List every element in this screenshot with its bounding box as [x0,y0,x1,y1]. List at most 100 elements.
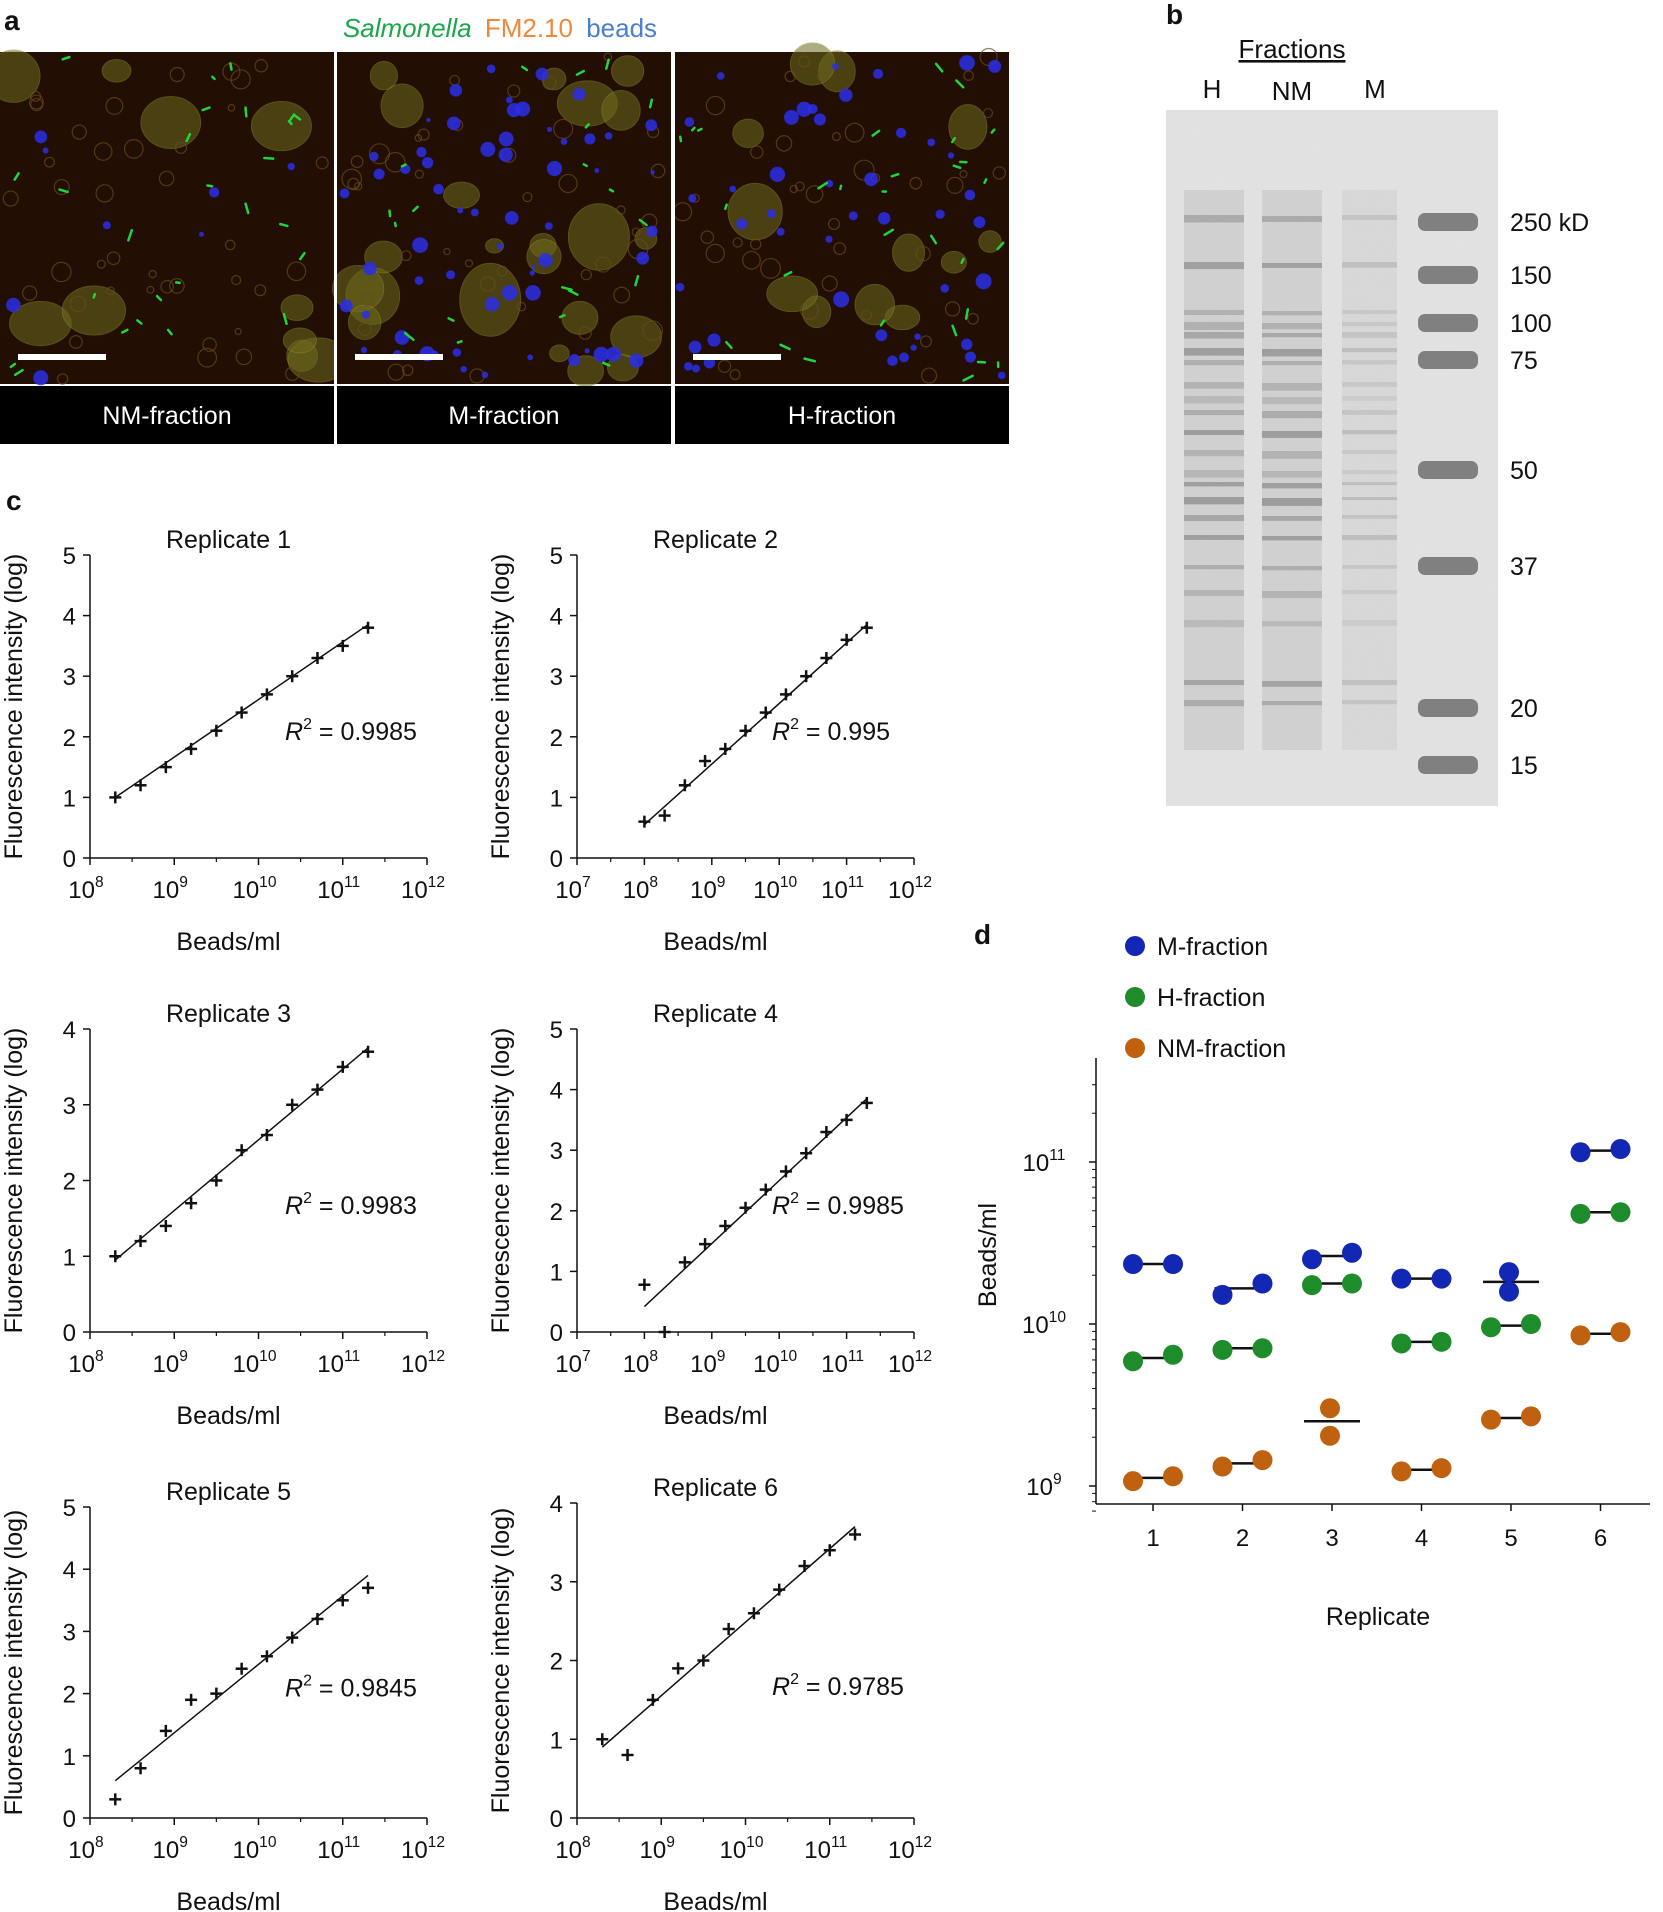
data-point [159,1219,172,1232]
x-tick-label: 1012 [401,874,445,904]
x-tick-label: 1010 [232,1834,276,1864]
y-axis-label: Fluorescence intensity (log) [487,554,515,860]
y-tick-label: 2 [550,725,563,752]
data-point [286,1631,299,1644]
data-point [159,1724,172,1737]
data-point [860,1096,873,1109]
x-tick-label: 1011 [317,874,360,904]
panel-label-c: c [6,485,22,516]
x-tick-label: 109 [153,874,188,904]
data-point [840,633,853,646]
legend-marker [1125,936,1145,956]
y-tick-label: 5 [550,1017,563,1044]
data-point [1431,1331,1452,1352]
y-axis-label: Fluorescence intensity (log) [487,1028,515,1334]
y-axis-label: Beads/ml [974,1203,1002,1307]
y-tick-label: 0 [550,1320,563,1347]
y-tick-label: 3 [550,1570,563,1597]
data-point [260,1129,273,1142]
ladder-band [1418,699,1478,717]
label-bar [675,386,1009,444]
x-axis-label: Beads/ml [663,1402,767,1430]
data-point [678,779,691,792]
y-tick-label: 1 [550,1727,563,1754]
x-tick-label: 5 [1504,1525,1517,1552]
data-point [759,1183,772,1196]
y-tick-label: 2 [63,725,76,752]
ladder-band [1418,756,1478,774]
data-point [1320,1398,1340,1419]
x-tick-label: 1011 [804,1834,847,1864]
legend-label: NM-fraction [1157,1035,1286,1063]
ladder-band [1418,461,1478,479]
y-tick-label: 2 [550,1649,563,1676]
data-point [1499,1281,1519,1302]
gel-image: 250 kD 150 100 75 50 37 20 15 [1166,110,1589,806]
x-axis-label: Beads/ml [663,1888,767,1912]
data-point [210,1687,223,1700]
x-axis-label: Beads/ml [663,928,767,956]
x-tick-label: 1011 [821,1348,864,1378]
data-point [1431,1458,1452,1479]
y-axis-label: Fluorescence intensity (log) [487,1508,515,1814]
y-tick-label: 109 [1026,1471,1061,1501]
scale-bar [355,354,443,360]
r2-annotation: R2 = 0.9985 [285,716,417,746]
chart-title: Replicate 3 [166,1000,291,1028]
x-axis-label: Beads/ml [176,928,280,956]
data-point [109,1793,122,1806]
y-tick-label: 1 [550,785,563,812]
y-tick-label: 2 [63,1169,76,1196]
data-point [697,1654,710,1667]
data-point [286,670,299,683]
x-tick-label: 108 [623,1348,658,1378]
data-point [109,1250,122,1263]
x-tick-label: 109 [640,1834,675,1864]
data-point [849,1528,862,1541]
data-point [1610,1139,1631,1160]
x-tick-label: 107 [555,874,590,904]
label-bar [337,386,671,444]
data-point [235,1662,248,1675]
y-tick-label: 1 [63,1244,76,1271]
data-point [800,1147,813,1160]
x-tick-label: 6 [1594,1525,1607,1552]
panel-label-b: b [1166,0,1183,30]
data-point [159,761,172,774]
panel-label-a: a [4,5,20,36]
y-tick-label: 2 [550,1199,563,1226]
data-point [699,755,712,768]
data-point [311,652,324,665]
ladder-band [1418,557,1478,575]
x-tick-label: 109 [690,874,725,904]
ladder-label: 100 [1510,310,1552,338]
data-point [311,1612,324,1625]
x-tick-label: 1011 [821,874,864,904]
legend-marker [1125,1038,1145,1058]
x-tick-label: 107 [555,1348,590,1378]
data-point [1342,1273,1362,1294]
data-point [1163,1466,1183,1487]
data-point [1521,1314,1541,1334]
x-axis-label: Beads/ml [176,1888,280,1912]
scale-bar [693,354,781,360]
data-point [779,688,792,701]
x-tick-label: 1011 [317,1348,360,1378]
data-point [719,742,732,755]
panel-d-chart: 109 1010 1011 1 2 3 4 5 6 Replicate Beads/ml M-frac… [974,933,1650,1631]
data-point [286,1098,299,1111]
data-point [185,1693,198,1706]
ladder-band [1418,213,1478,231]
y-tick-label: 4 [63,1557,76,1584]
data-point [1342,1242,1362,1263]
data-point [336,639,349,652]
label-bar [0,386,334,444]
data-point [823,1544,836,1557]
x-tick-label: 1010 [719,1834,763,1864]
replicate-chart: 0 1 2 3 4 5 107 108 109 1010 1011 1012 Replicate 2 Be… [487,526,932,956]
ladder-label: 20 [1510,695,1538,723]
data-point [840,1113,853,1126]
ladder-label: 250 kD [1510,209,1589,237]
chart-title: Replicate 2 [653,526,778,554]
x-tick-label: 2 [1236,1525,1249,1552]
